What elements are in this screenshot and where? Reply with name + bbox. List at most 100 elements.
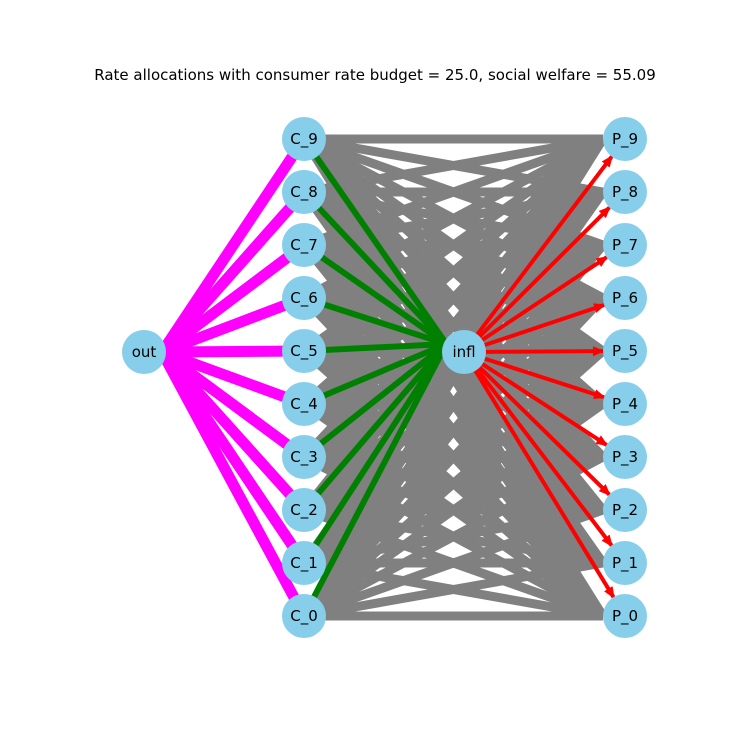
consumer-to-infl-edges — [301, 137, 450, 618]
node-circle — [603, 223, 647, 267]
node-C_5[interactable]: C_5 — [282, 329, 326, 373]
diagram-title: Rate allocations with consumer rate budg… — [94, 66, 656, 84]
node-circle — [282, 223, 326, 267]
edge-infl-P_2 — [462, 350, 611, 497]
edge-C_0-P_5 — [301, 347, 606, 620]
node-circle — [603, 117, 647, 161]
node-C_0[interactable]: C_0 — [282, 594, 326, 638]
node-C_1[interactable]: C_1 — [282, 541, 326, 585]
node-label: P_5 — [612, 342, 638, 361]
node-P_0[interactable]: P_0 — [603, 594, 647, 638]
edge-C_7-P_9 — [302, 134, 605, 250]
node-label: P_0 — [612, 607, 638, 626]
edge-out-C_6 — [156, 292, 310, 358]
edge-C_8-infl — [301, 189, 449, 347]
node-label: C_0 — [290, 607, 318, 626]
node-label: P_4 — [612, 395, 638, 414]
node-P_7[interactable]: P_7 — [603, 223, 647, 267]
node-infl[interactable]: infl — [442, 330, 486, 374]
edge-C_9-infl — [301, 137, 449, 346]
node-label: P_6 — [612, 289, 638, 308]
node-label: P_2 — [612, 501, 638, 520]
node-P_5[interactable]: P_5 — [603, 329, 647, 373]
node-P_9[interactable]: P_9 — [603, 117, 647, 161]
edge-C_0-P_3 — [301, 453, 606, 620]
edge-out-C_7 — [156, 239, 310, 358]
edge-out-C_4 — [156, 346, 310, 410]
node-circle — [282, 594, 326, 638]
edge-out-C_5 — [156, 345, 310, 358]
edge-infl-P_4 — [463, 350, 606, 400]
edge-C_1-infl — [301, 342, 449, 565]
node-circle — [442, 330, 486, 374]
edge-C_4-infl — [302, 341, 448, 407]
node-label: P_7 — [612, 236, 638, 255]
node-C_6[interactable]: C_6 — [282, 276, 326, 320]
node-circle — [603, 594, 647, 638]
node-circle — [282, 541, 326, 585]
node-C_7[interactable]: C_7 — [282, 223, 326, 267]
node-circle — [603, 382, 647, 426]
node-out[interactable]: out — [122, 330, 166, 374]
node-circle — [603, 329, 647, 373]
node-label: P_8 — [612, 183, 638, 202]
node-circle — [282, 117, 326, 161]
node-label: P_1 — [612, 554, 638, 573]
edge-C_3-P_9 — [300, 135, 607, 461]
edge-infl-P_5 — [463, 346, 606, 357]
edge-out-C_3 — [156, 346, 310, 463]
node-label: P_3 — [612, 448, 638, 467]
node-circle — [122, 330, 166, 374]
edge-C_0-P_1 — [303, 558, 604, 621]
edge-out-C_9 — [156, 133, 310, 358]
edge-C_0-P_2 — [302, 505, 605, 621]
node-P_3[interactable]: P_3 — [603, 435, 647, 479]
node-label: C_3 — [290, 448, 318, 467]
node-circle — [603, 541, 647, 585]
node-C_2[interactable]: C_2 — [282, 488, 326, 532]
node-label: C_6 — [290, 289, 318, 308]
node-label: C_1 — [290, 554, 318, 573]
node-label: C_8 — [290, 183, 318, 202]
node-circle — [603, 170, 647, 214]
node-label: P_9 — [612, 130, 638, 149]
node-P_4[interactable]: P_4 — [603, 382, 647, 426]
edge-C_0-P_9 — [300, 136, 607, 619]
edge-out-C_0 — [156, 346, 310, 622]
edge-infl-P_8 — [462, 206, 611, 354]
node-label: C_4 — [290, 395, 318, 414]
node-C_3[interactable]: C_3 — [282, 435, 326, 479]
edge-infl-P_9 — [462, 154, 614, 354]
node-P_6[interactable]: P_6 — [603, 276, 647, 320]
node-label: C_2 — [290, 501, 318, 520]
node-P_8[interactable]: P_8 — [603, 170, 647, 214]
node-C_9[interactable]: C_9 — [282, 117, 326, 161]
edge-C_8-P_9 — [303, 134, 604, 197]
node-circle — [282, 276, 326, 320]
edge-C_3-infl — [302, 341, 449, 460]
node-circle — [282, 488, 326, 532]
edge-out-C_8 — [156, 186, 310, 358]
node-P_2[interactable]: P_2 — [603, 488, 647, 532]
edge-C_7-infl — [302, 242, 449, 347]
node-label: C_5 — [290, 342, 318, 361]
node-circle — [282, 435, 326, 479]
node-circle — [282, 382, 326, 426]
node-circle — [603, 276, 647, 320]
edge-C_6-infl — [303, 295, 448, 347]
node-circle — [282, 170, 326, 214]
node-C_8[interactable]: C_8 — [282, 170, 326, 214]
out-to-consumer-edges — [156, 133, 310, 622]
node-C_4[interactable]: C_4 — [282, 382, 326, 426]
node-circle — [282, 329, 326, 373]
node-circle — [603, 488, 647, 532]
node-label: infl — [452, 343, 475, 361]
node-label: out — [132, 343, 157, 361]
node-circle — [603, 435, 647, 479]
edge-infl-P_3 — [462, 350, 609, 447]
edge-C_5-infl — [303, 341, 447, 354]
edge-C_6-P_9 — [301, 135, 606, 302]
node-P_1[interactable]: P_1 — [603, 541, 647, 585]
edge-C_0-infl — [301, 342, 450, 618]
